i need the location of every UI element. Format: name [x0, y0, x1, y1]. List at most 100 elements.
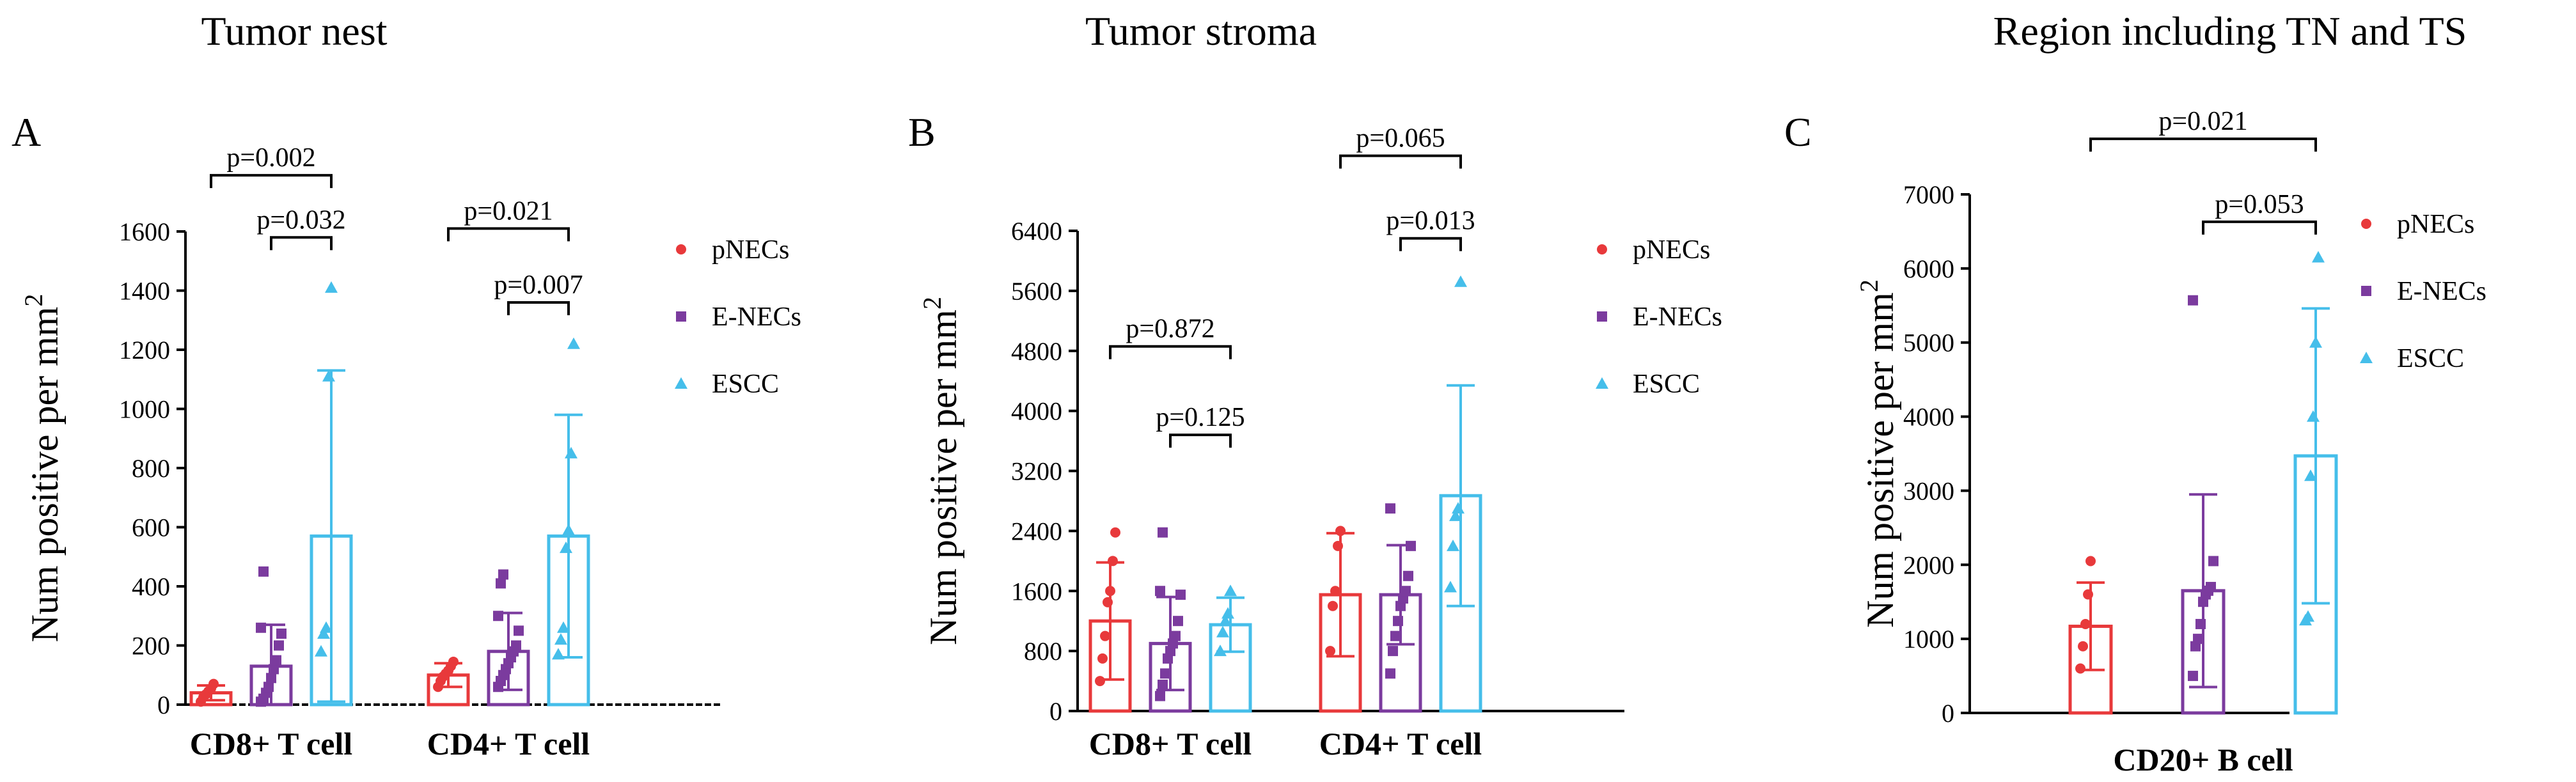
panel-a-point-e-necs — [276, 629, 287, 639]
panel-c-y-label: Num positive per mm2 — [1855, 279, 1901, 628]
panel-b-point-escc — [1216, 625, 1229, 637]
panel-c-comparison-bracket — [2202, 220, 2317, 235]
panel-c-y-tick-label: 1000 — [1903, 625, 1954, 653]
panel-a-comparison-bracket — [447, 227, 570, 242]
panel-a-legend-label-escc: ESCC — [712, 370, 779, 399]
panel-b-point-escc — [1454, 275, 1467, 287]
panel-b-point-pnecs — [1333, 540, 1343, 551]
panel-b-legend-label-e-necs: E-NECs — [1633, 302, 1722, 332]
panel-a-x-label-cd4-t-cell: CD4+ T cell — [427, 726, 590, 762]
panel-c-legend-marker-pnecs — [2361, 219, 2371, 229]
panel-b-point-escc — [1444, 581, 1457, 593]
panel-a-point-e-necs — [493, 611, 503, 622]
panel-b-axes: 0 800 1600 2400 3200 4000 4800 5600 6400 Num posi… — [918, 124, 1722, 762]
panel-c-y-tick-label: 7000 — [1903, 180, 1954, 209]
panel-b-title: Tumor stroma — [1085, 8, 1317, 54]
panel-b-y-tick-label: 2400 — [1011, 517, 1062, 545]
panel-b-point-e-necs — [1401, 586, 1411, 597]
panel-b-point-e-necs — [1388, 646, 1398, 657]
panel-a-point-escc — [322, 370, 335, 382]
panel-b-point-pnecs — [1330, 586, 1340, 597]
panel-b-point-escc — [1449, 509, 1462, 521]
panel-b-point-e-necs — [1173, 616, 1183, 627]
panel-a-y-label: Num positive per mm2 — [19, 294, 66, 643]
panel-c-y-tick-label: 6000 — [1903, 254, 1954, 283]
panel-b-y-tick-label: 4800 — [1011, 337, 1062, 366]
panel-c-y-label-text: Num positive per mm — [1859, 292, 1901, 628]
panel-c-legend-label-escc: ESCC — [2397, 344, 2464, 373]
panel-b-point-escc — [1452, 502, 1465, 514]
panel-b-point-e-necs — [1160, 668, 1170, 679]
panel-b-comparison-bracket — [1339, 154, 1462, 169]
panel-a-x-label-cd8-t-cell: CD8+ T cell — [190, 726, 353, 762]
panel-c-point-e-necs — [2188, 671, 2198, 682]
panel-c-title: Region including TN and TS — [1993, 8, 2467, 54]
panel-c-y-tick-label: 0 — [1942, 699, 1954, 728]
panel-a-point-e-necs — [498, 569, 508, 580]
panel-b-legend-marker-escc — [1596, 377, 1608, 389]
panel-b-point-e-necs — [1155, 691, 1165, 701]
panel-c-point-escc — [2302, 610, 2314, 622]
panel-a-point-pnecs — [208, 678, 219, 689]
panel-a-legend-label-e-necs: E-NECs — [712, 302, 801, 332]
panel-a-comparison-bracket — [507, 301, 570, 315]
panel-b-point-escc — [1214, 645, 1227, 657]
panel-a-legend-label-pnecs: pNECs — [712, 235, 789, 265]
panel-c-y-tick-label: 5000 — [1903, 329, 1954, 357]
panel-b-point-pnecs — [1328, 600, 1338, 611]
panel-b-point-e-necs — [1158, 527, 1168, 538]
panel-a-point-e-necs — [496, 578, 506, 589]
panel-b-legend-label-escc: ESCC — [1633, 370, 1700, 399]
panel-a-point-e-necs — [263, 682, 274, 692]
panel-a-point-e-necs — [271, 655, 281, 666]
panel-a-point-e-necs — [514, 625, 524, 636]
panel-b-point-pnecs — [1100, 630, 1110, 641]
panel-b-point-pnecs — [1097, 653, 1108, 664]
panel-b-legend-label-pnecs: pNECs — [1633, 235, 1710, 265]
panel-b-point-e-necs — [1406, 540, 1416, 551]
panel-b-comparison-bracket — [1109, 345, 1232, 359]
panel-a-legend-marker-escc — [675, 377, 687, 389]
panel-a-comparison-label: p=0.032 — [256, 205, 345, 235]
panel-b-point-e-necs — [1155, 586, 1165, 597]
panel-c-legend-marker-e-necs — [2361, 286, 2371, 296]
panel-a-axes: 0 200 400 600 800 1000 1200 1400 1600 Num positiv… — [19, 143, 801, 762]
panel-a-point-e-necs — [269, 664, 279, 675]
panel-b-comparison-label: p=0.872 — [1126, 315, 1214, 344]
panel-b-y-tick-label: 5600 — [1011, 277, 1062, 306]
panel-b-comparison-label: p=0.065 — [1356, 124, 1445, 153]
panel-a-y-label-text: Num positive per mm — [24, 307, 66, 643]
panel-c-comparison-bracket — [2089, 137, 2317, 152]
panel-a-point-escc — [554, 633, 567, 645]
panel-b-y-tick-label: 3200 — [1011, 457, 1062, 486]
panel-b-point-e-necs — [1403, 570, 1413, 581]
panel-a-legend-marker-pnecs — [676, 244, 686, 254]
panel-c-axes: 0 1000 2000 3000 4000 5000 6000 7000 Num positiv… — [1855, 107, 2486, 778]
panel-c-point-escc — [2307, 410, 2320, 422]
panel-a-point-escc — [317, 627, 330, 639]
panel-a-point-e-necs — [511, 640, 521, 651]
panel-b-legend-marker-pnecs — [1597, 244, 1607, 254]
panel-b-point-e-necs — [1175, 590, 1186, 600]
panel-a-y-tick-label: 0 — [157, 691, 170, 719]
panel-a-legend-marker-e-necs — [676, 311, 686, 322]
panel-a-point-escc — [552, 648, 565, 660]
panel-b-legend-marker-e-necs — [1597, 311, 1607, 322]
panel-a-point-e-necs — [258, 566, 269, 577]
panel-c-point-e-necs — [2188, 295, 2198, 306]
panel-b-point-e-necs — [1393, 616, 1403, 627]
panel-a-title: Tumor nest — [201, 8, 387, 54]
panel-a-comparison-bracket — [210, 174, 333, 189]
panel-a-letter: A — [12, 109, 41, 155]
panel-c-point-e-necs — [2195, 618, 2206, 629]
panel-c-point-pnecs — [2075, 663, 2085, 674]
panel-b-comparison-label: p=0.013 — [1386, 207, 1475, 236]
panel-c-point-pnecs — [2083, 589, 2093, 600]
panel-b-point-e-necs — [1385, 668, 1395, 679]
panel-b-y-label-text: Num positive per mm — [922, 309, 964, 645]
panel-a-comparison-label: p=0.021 — [464, 196, 553, 226]
panel-b-point-pnecs — [1105, 586, 1115, 597]
panel-c-letter: C — [1784, 109, 1812, 155]
panel-b-point-pnecs — [1095, 676, 1105, 687]
